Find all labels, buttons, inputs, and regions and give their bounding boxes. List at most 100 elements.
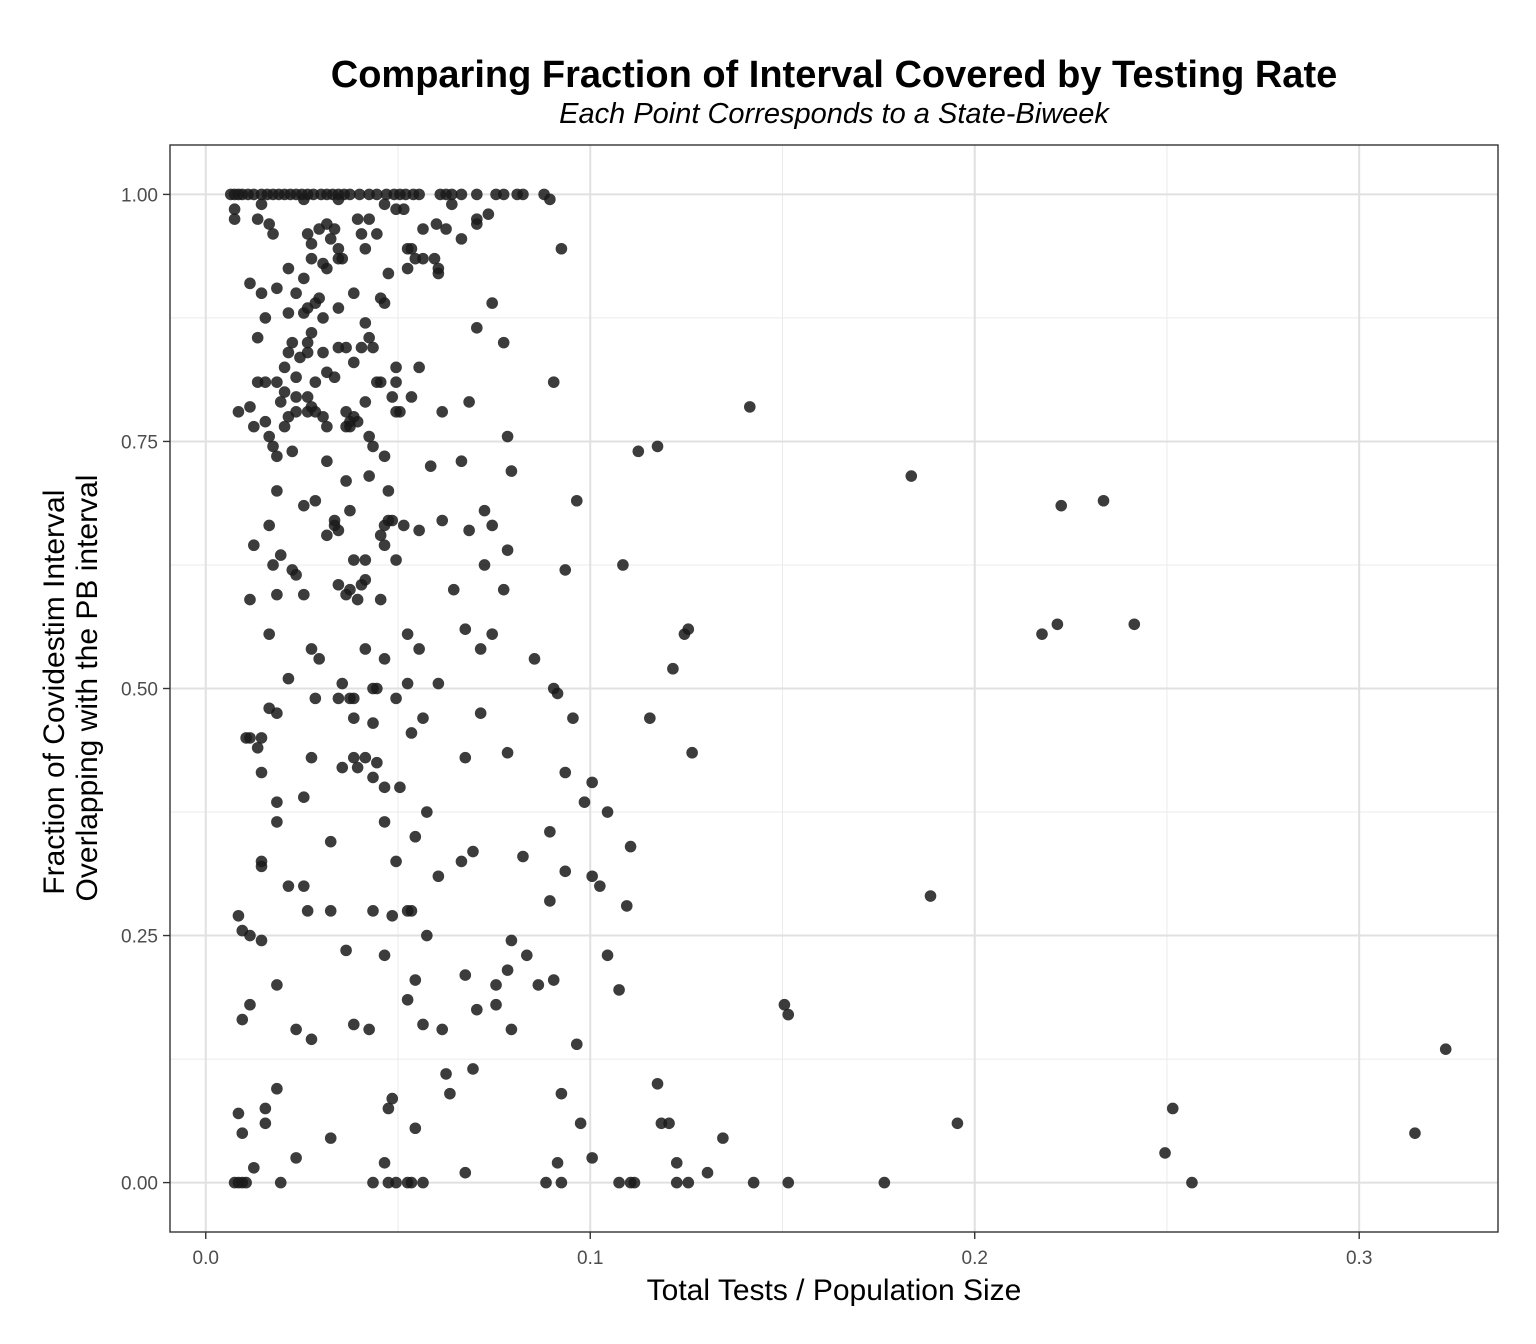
data-point [378,1157,391,1169]
data-point [644,712,656,724]
data-point [355,578,368,591]
data-point [263,430,275,443]
data-point [405,905,418,917]
data-point [359,554,372,566]
data-point [259,1102,272,1115]
x-tick-label: 0.2 [962,1248,988,1269]
data-point [363,1023,375,1036]
y-tick-label: 1.00 [121,185,158,206]
data-point [347,1018,360,1031]
data-point [501,746,514,759]
data-point [544,825,556,838]
data-point [309,376,322,388]
data-point [682,1176,695,1189]
data-point [355,228,368,240]
data-point [624,840,637,853]
data-point [351,213,364,225]
data-point [471,218,483,230]
data-point [244,732,256,744]
data-point [570,494,583,507]
data-point [332,524,345,537]
data-point [290,1023,302,1036]
data-point [397,203,410,216]
data-point [267,228,279,240]
data-point [301,336,314,349]
data-point [401,262,414,275]
data-point [417,1176,429,1189]
data-point [459,623,472,636]
data-point [586,1152,598,1164]
data-point [559,865,572,878]
data-point [305,252,318,265]
data-point [394,406,406,418]
data-point [347,751,360,764]
data-point [386,391,399,403]
data-point [651,440,664,453]
data-point [517,188,529,201]
data-point [282,672,295,685]
data-point [401,677,414,690]
data-point [586,776,598,789]
data-point [394,781,406,794]
data-points [224,188,1452,1189]
data-point [501,964,514,976]
data-point [347,287,360,300]
data-point [386,909,399,922]
y-axis-label-line-2: Overlapping with the PB interval [71,475,104,902]
y-tick-label: 0.00 [121,1174,158,1195]
data-point [778,998,791,1011]
data-point [455,855,468,868]
data-point [467,845,479,858]
data-point [555,1176,568,1189]
data-point [474,707,487,720]
data-point [324,233,337,245]
data-point [324,1132,337,1144]
data-point [313,653,325,665]
data-point [555,242,568,255]
data-point [1166,1102,1179,1115]
data-point [259,312,272,324]
data-point [271,796,283,808]
data-point [332,578,345,591]
data-point [417,1018,429,1031]
data-point [386,1092,399,1105]
data-point [290,391,302,403]
data-point [371,682,383,695]
data-point [421,929,433,942]
data-point [271,816,283,828]
data-point [374,529,387,542]
data-point [282,346,295,359]
data-point [297,272,310,285]
data-point [701,1166,714,1179]
data-point [367,341,379,354]
data-point [324,835,337,848]
data-point [321,420,333,433]
data-point [363,430,375,443]
data-point [305,643,318,655]
data-point [359,317,372,329]
data-point [390,376,402,388]
data-point [490,979,502,991]
data-point [547,376,560,388]
data-point [413,524,425,537]
data-point [405,391,418,403]
data-point [382,485,395,497]
data-point [278,361,291,374]
data-point [263,519,275,532]
data-point [236,1013,249,1026]
data-point [347,712,360,724]
data-point [405,242,418,255]
data-point [432,677,445,690]
data-point [405,727,418,739]
data-point [436,514,449,527]
data-point [390,1176,402,1189]
x-tick-label: 0.0 [193,1248,219,1269]
data-point [570,1038,583,1051]
data-point [313,223,325,235]
data-point [347,356,360,369]
data-point [378,297,391,309]
data-point [232,909,245,922]
data-point [667,662,679,675]
data-point [271,979,283,991]
data-point [313,292,325,304]
